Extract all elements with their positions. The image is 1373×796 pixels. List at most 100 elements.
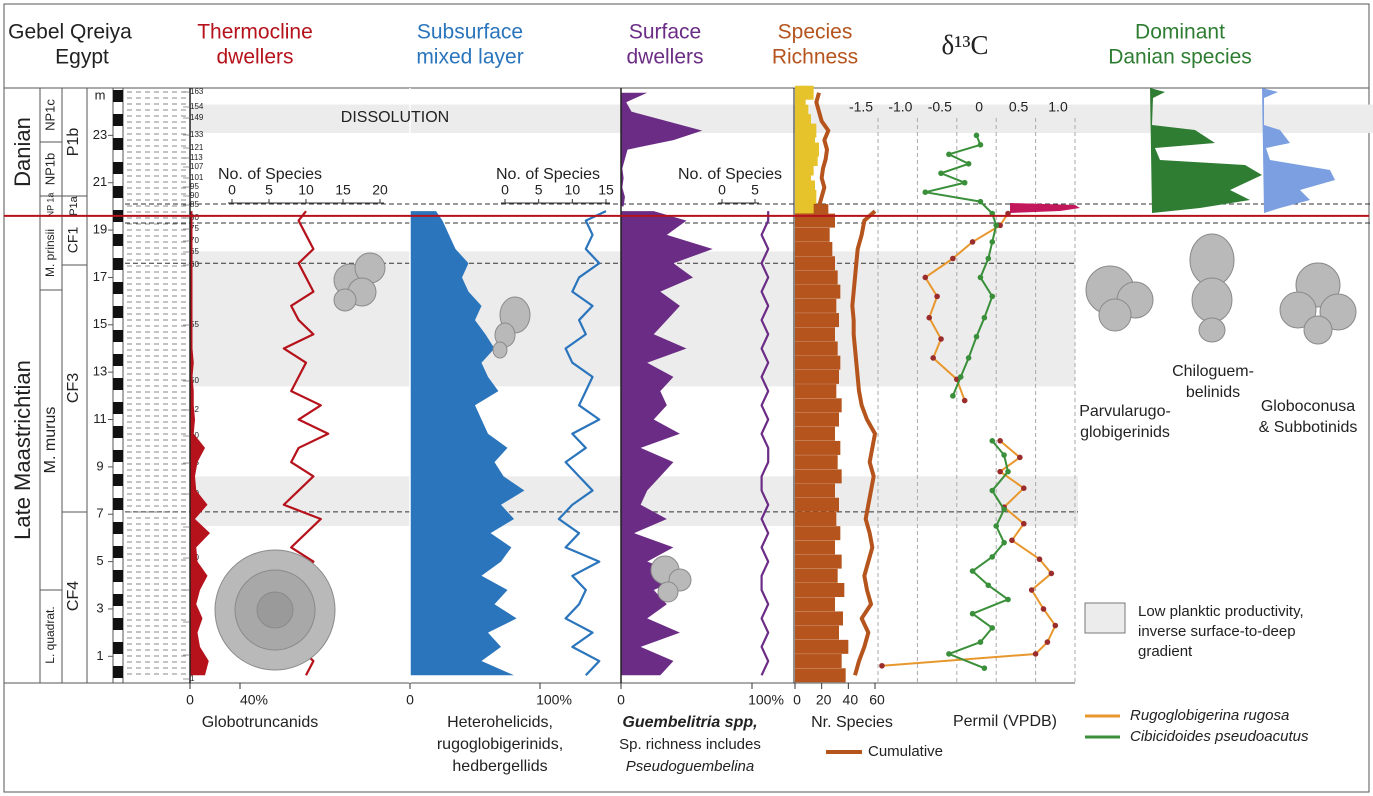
zone-label: CF3 [65, 373, 82, 403]
lithology-bed [113, 570, 123, 582]
x-tick-label: 1.0 [1048, 99, 1068, 115]
zone-label: P1a [68, 195, 80, 215]
richness-bar [795, 626, 839, 640]
axis-label: Pseudoguembelina [626, 758, 754, 775]
zone-label: P1b [65, 128, 82, 157]
zone-label: NP1c [42, 99, 57, 131]
axis-label: Globotruncanids [202, 714, 319, 731]
isotope-point [970, 568, 976, 574]
isotope-point [1029, 587, 1035, 593]
panel-title: Surface [629, 21, 701, 44]
isotope-point [982, 315, 988, 321]
isotope-point [989, 438, 995, 444]
species-tick-label: 15 [598, 182, 614, 198]
richness-bar [795, 398, 842, 412]
species-tick-label: 10 [565, 182, 581, 198]
sample-number: 154 [190, 102, 204, 111]
richness-bar [795, 597, 835, 611]
zone-label: CF4 [65, 581, 82, 611]
isotope-point [978, 142, 984, 148]
lithology-bed [113, 378, 123, 390]
isotope-point [1005, 597, 1011, 603]
isotope-point [970, 239, 976, 245]
lithology-bed [113, 546, 123, 558]
sample-number: 113 [190, 153, 203, 162]
lithology-bed [113, 330, 123, 342]
lithology-bed [113, 114, 123, 126]
isotope-point [962, 180, 968, 186]
isotope-point [989, 554, 995, 560]
isotope-point [922, 275, 928, 281]
isotope-point [962, 398, 968, 404]
legend-label: Cibicidoides pseudoacutus [1130, 728, 1309, 745]
depth-unit: m [95, 87, 106, 102]
isotope-point [1049, 571, 1055, 577]
sample-number: 90 [190, 191, 199, 200]
isotope-point [1053, 623, 1059, 629]
richness-bar [795, 313, 839, 327]
richness-bar [795, 256, 835, 270]
axis-label: Guembelitria spp, [622, 714, 757, 731]
depth-tick-label: 9 [96, 458, 103, 473]
isotope-point [978, 199, 984, 205]
isotope-point [993, 223, 999, 229]
depth-tick-label: 21 [93, 174, 107, 189]
isotope-point [950, 256, 956, 262]
panel-title: Species [778, 21, 853, 44]
zone-label: Late Maastrichtian [10, 360, 35, 540]
isotope-point [1005, 469, 1011, 475]
panel-title: Dominant [1135, 21, 1225, 44]
country: Egypt [55, 46, 109, 69]
richness-bar [795, 270, 838, 284]
axis-label: Heterohelicids, [447, 714, 553, 731]
richness-bar [795, 356, 840, 370]
sample-number: 95 [190, 182, 199, 191]
depth-tick-label: 11 [93, 411, 107, 426]
richness-bar [795, 228, 830, 242]
isotope-point [1001, 507, 1007, 513]
depth-tick-label: 15 [93, 316, 107, 331]
lithology-bed [113, 426, 123, 438]
isotope-point [997, 469, 1003, 475]
richness-bar [795, 640, 848, 654]
zone-label: M. murus [42, 407, 59, 474]
isotope-point [958, 374, 964, 380]
species-tick-label: 0 [718, 182, 726, 198]
lithology-bed [113, 618, 123, 630]
panel-title: Danian species [1108, 46, 1252, 69]
richness-bar [795, 569, 838, 583]
isotope-point [989, 294, 995, 300]
richness-bar [795, 455, 838, 469]
axis-label: rugoglobigerinids, [437, 736, 563, 753]
isotope-point [1021, 485, 1027, 491]
isotope-point [930, 355, 936, 361]
x-tick-label: 60 [869, 692, 885, 708]
sample-number: 121 [190, 143, 204, 152]
axis-label: Nr. Species [811, 714, 893, 731]
lithology-bed [113, 90, 123, 102]
richness-bar [795, 341, 838, 355]
richness-bar [795, 555, 842, 569]
x-tick-label: -1.0 [888, 99, 912, 115]
isotope-point [997, 438, 1003, 444]
species-label: globigerinids [1080, 424, 1170, 441]
zone-label: M. prinsii [43, 229, 57, 277]
x-tick-label: -1.5 [849, 99, 873, 115]
zone-label: NP1b [42, 153, 57, 186]
x-tick-label: -0.5 [928, 99, 952, 115]
isotope-point [978, 639, 984, 645]
richness-bar [795, 512, 836, 526]
isotope-point [1001, 452, 1007, 458]
species-label: Chiloguem- [1172, 363, 1254, 380]
isotope-point [946, 152, 952, 158]
richness-bar [795, 441, 840, 455]
legend-text: inverse surface-to-deep [1138, 623, 1296, 640]
locality: Gebel Qreiya [8, 21, 132, 44]
isotope-point [922, 189, 928, 195]
species-tick-label: 20 [372, 182, 388, 198]
species-tick-label: 5 [751, 182, 759, 198]
isotope-point [1009, 537, 1015, 543]
isotope-point [946, 651, 952, 657]
x-tick-label: 0 [617, 692, 625, 708]
depth-tick-label: 3 [96, 600, 103, 615]
